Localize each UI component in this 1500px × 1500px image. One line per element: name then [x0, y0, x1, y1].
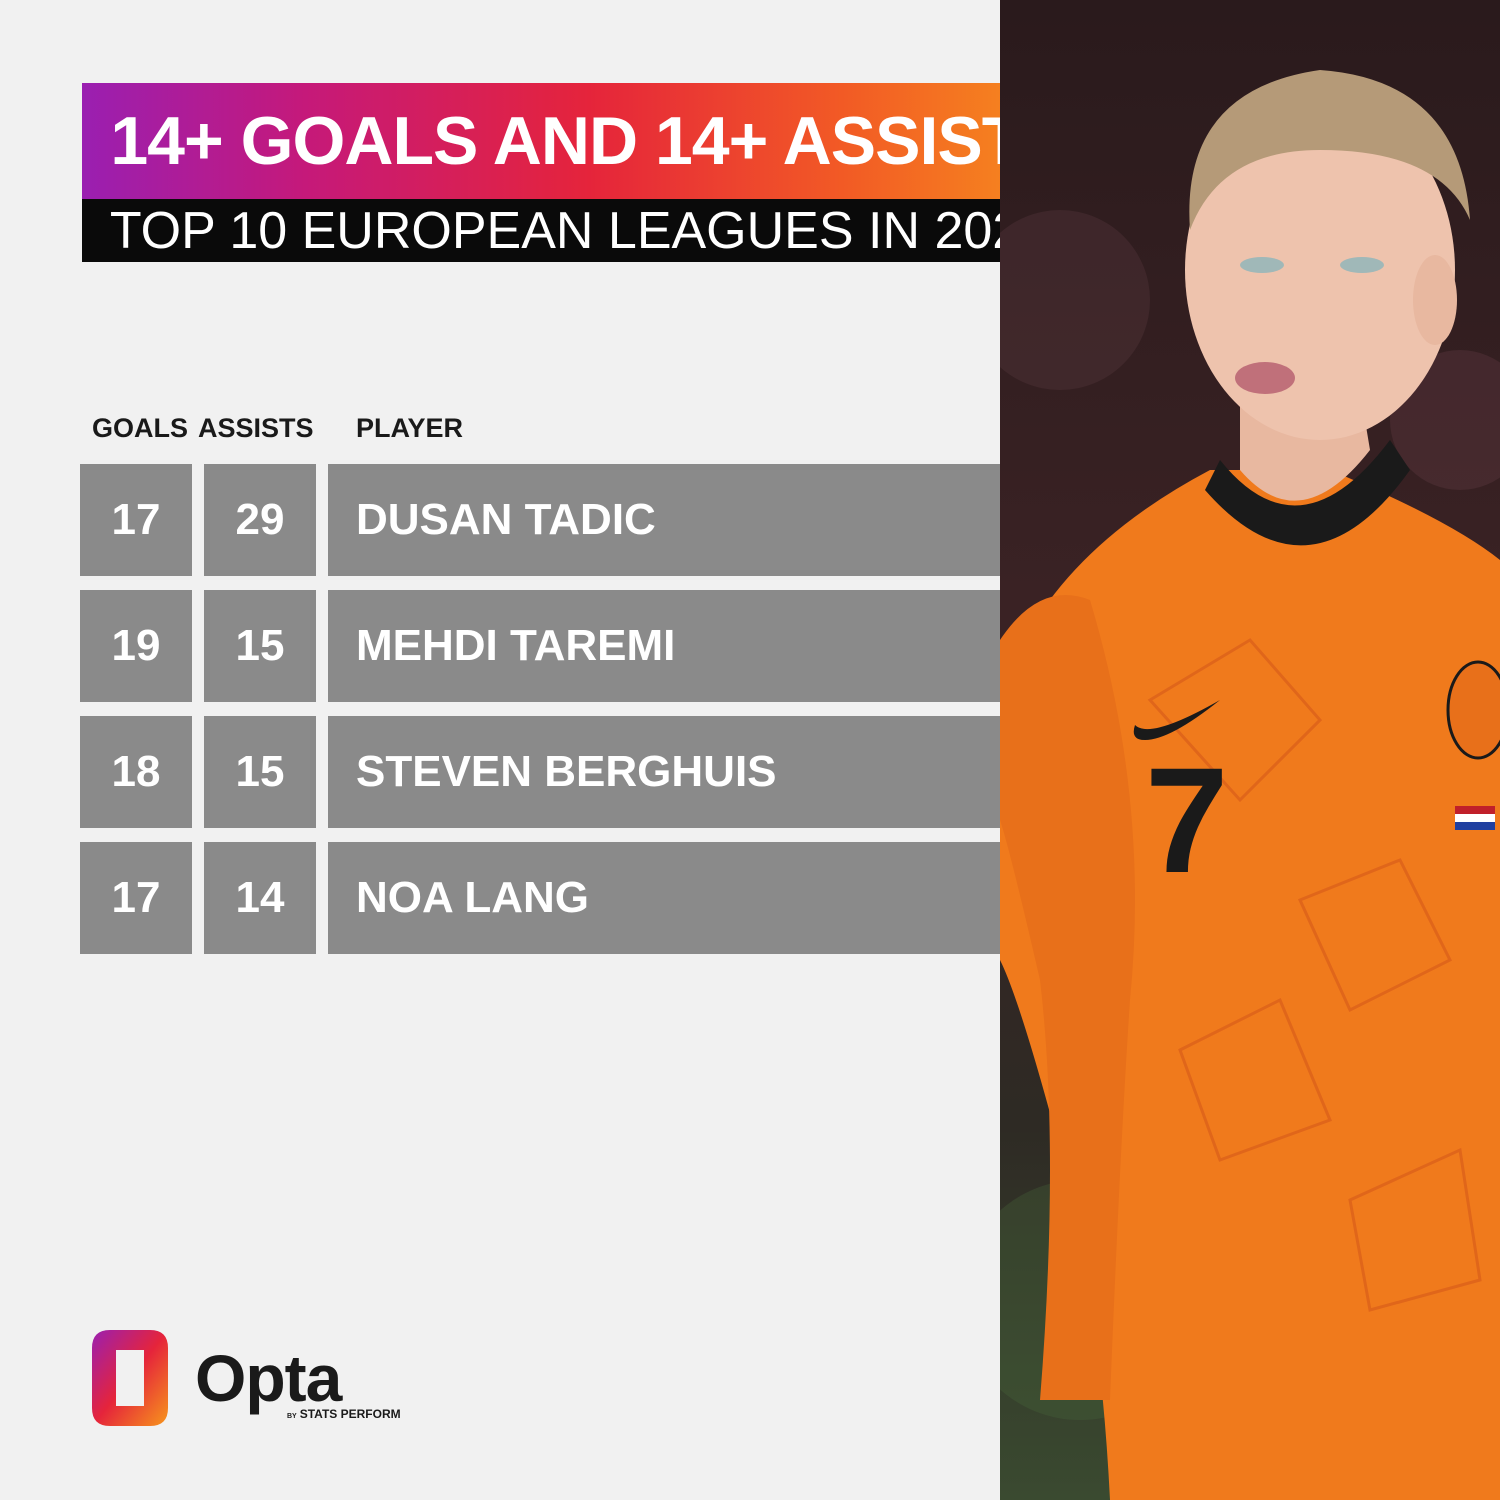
jersey-number: 7	[1145, 736, 1229, 904]
column-header-assists: ASSISTS	[198, 413, 314, 443]
opta-tagline: BY STATS PERFORM	[287, 1407, 401, 1421]
title-banner: 14+ GOALS AND 14+ ASSISTS	[82, 83, 1095, 199]
player-cell: DUSAN TADIC	[328, 464, 1000, 576]
player-cell: MEHDI TAREMI	[328, 590, 1000, 702]
subtitle: TOP 10 EUROPEAN LEAGUES IN 2021	[109, 201, 1051, 260]
player-cell: STEVEN BERGHUIS	[328, 716, 1000, 828]
assists-cell: 15	[204, 716, 316, 828]
player-cell: NOA LANG	[328, 842, 1000, 954]
subtitle-banner: TOP 10 EUROPEAN LEAGUES IN 2021	[82, 199, 1078, 262]
opta-wordmark: Opta	[195, 1341, 342, 1415]
goals-cell: 17	[80, 464, 192, 576]
column-header-goals: GOALS	[92, 413, 189, 443]
opta-logo-icon	[92, 1330, 168, 1426]
opta-by: BY	[287, 1413, 297, 1420]
goals-cell: 19	[80, 590, 192, 702]
assists-cell: 14	[204, 842, 316, 954]
player-photo: 7	[1000, 0, 1500, 1500]
assists-cell: 15	[204, 590, 316, 702]
title: 14+ GOALS AND 14+ ASSISTS	[110, 103, 1067, 179]
assists-cell: 29	[204, 464, 316, 576]
goals-cell: 18	[80, 716, 192, 828]
column-header-player: PLAYER	[356, 413, 464, 443]
opta-tagline-text: STATS PERFORM	[299, 1407, 401, 1421]
goals-cell: 17	[80, 842, 192, 954]
